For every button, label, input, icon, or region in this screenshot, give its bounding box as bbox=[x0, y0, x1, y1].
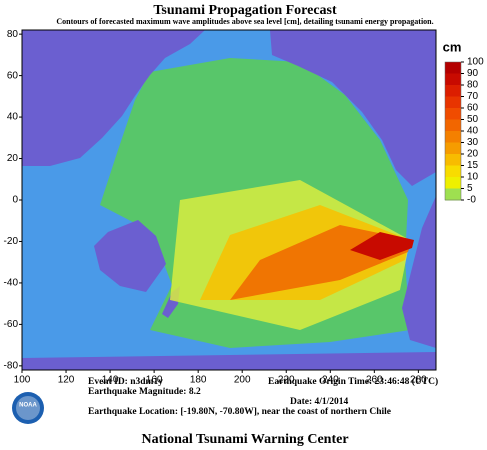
colorbar-segment bbox=[445, 142, 461, 155]
location: Earthquake Location: [-19.80N, -70.80W],… bbox=[88, 407, 391, 417]
colorbar-tick-label: 10 bbox=[467, 172, 479, 183]
colorbar-tick-label: 80 bbox=[467, 80, 479, 91]
colorbar-segment bbox=[445, 85, 461, 97]
y-tick-label: 0 bbox=[12, 195, 18, 206]
colorbar-segment bbox=[445, 119, 461, 132]
x-tick-label: 160 bbox=[146, 375, 163, 386]
colorbar-segment bbox=[445, 62, 461, 74]
date: Date: 4/1/2014 bbox=[290, 397, 349, 407]
x-tick-label: 180 bbox=[190, 375, 207, 386]
x-tick-label: 100 bbox=[14, 375, 31, 386]
map bbox=[22, 30, 436, 370]
colorbar-segment bbox=[445, 96, 461, 109]
y-tick-label: 40 bbox=[7, 112, 19, 123]
logo-text: NOAA bbox=[19, 403, 37, 409]
x-tick-label: 140 bbox=[102, 375, 119, 386]
y-tick-label: -40 bbox=[4, 278, 19, 289]
energy-red bbox=[350, 232, 414, 260]
axes: 100 120 140 160 180 200 220 240 260 280-80-60-40-… bbox=[4, 29, 437, 386]
x-tick-label: 280 bbox=[410, 375, 427, 386]
colorbar-tick-label: 60 bbox=[467, 103, 479, 114]
x-tick-label: 240 bbox=[322, 375, 339, 386]
y-tick-label: -20 bbox=[4, 236, 19, 247]
subtitle: Contours of forecasted maximum wave ampl… bbox=[56, 17, 433, 26]
colorbar-tick-label: 30 bbox=[467, 137, 479, 148]
colorbar-tick-label: 15 bbox=[467, 160, 479, 171]
colorbar-tick-label: 20 bbox=[467, 149, 479, 160]
land-south-america bbox=[402, 196, 436, 348]
colorbar-segment bbox=[445, 177, 461, 189]
land-north-america bbox=[270, 30, 436, 186]
event-id: Event ID: n3dm1y bbox=[88, 377, 163, 387]
colorbar-segment bbox=[445, 188, 461, 201]
colorbar-segment bbox=[445, 165, 461, 178]
x-tick-label: 200 bbox=[234, 375, 251, 386]
y-tick-label: 20 bbox=[7, 153, 19, 164]
colorbar-tick-label: 90 bbox=[467, 68, 479, 79]
y-tick-label: 80 bbox=[7, 29, 19, 40]
colorbar-segment bbox=[445, 108, 461, 120]
colorbar-unit: cm bbox=[443, 39, 462, 54]
x-tick-label: 120 bbox=[58, 375, 75, 386]
footer: National Tsunami Warning Center bbox=[141, 432, 348, 447]
x-tick-label: 260 bbox=[366, 375, 383, 386]
land-australia bbox=[94, 220, 166, 292]
colorbar-segment bbox=[445, 154, 461, 166]
magnitude: Earthquake Magnitude: 8.2 bbox=[88, 387, 201, 397]
land-antarctica bbox=[22, 352, 436, 370]
colorbar-tick-label: 100 bbox=[467, 57, 484, 68]
colorbar-tick-label: 40 bbox=[467, 126, 479, 137]
title: Tsunami Propagation Forecast bbox=[153, 3, 337, 18]
y-tick-label: -60 bbox=[4, 319, 19, 330]
x-tick-label: 220 bbox=[278, 375, 295, 386]
logo-circle bbox=[12, 392, 44, 424]
colorbar-segment bbox=[445, 73, 461, 86]
colorbar-tick-label: 50 bbox=[467, 114, 479, 125]
noaa-logo: NOAA bbox=[12, 392, 44, 424]
origin-time: Earthquake Origin Time: 23:46:48 (UTC) bbox=[268, 376, 438, 387]
colorbar-tick-label: -0 bbox=[467, 195, 476, 206]
logo-inner bbox=[16, 396, 40, 420]
colorbar-segment bbox=[445, 131, 461, 143]
y-tick-label: 60 bbox=[7, 70, 19, 81]
y-tick-label: -80 bbox=[4, 360, 19, 371]
colorbar-tick-label: 5 bbox=[467, 183, 473, 194]
colorbar-tick-label: 70 bbox=[467, 91, 479, 102]
land-asia bbox=[22, 30, 205, 166]
